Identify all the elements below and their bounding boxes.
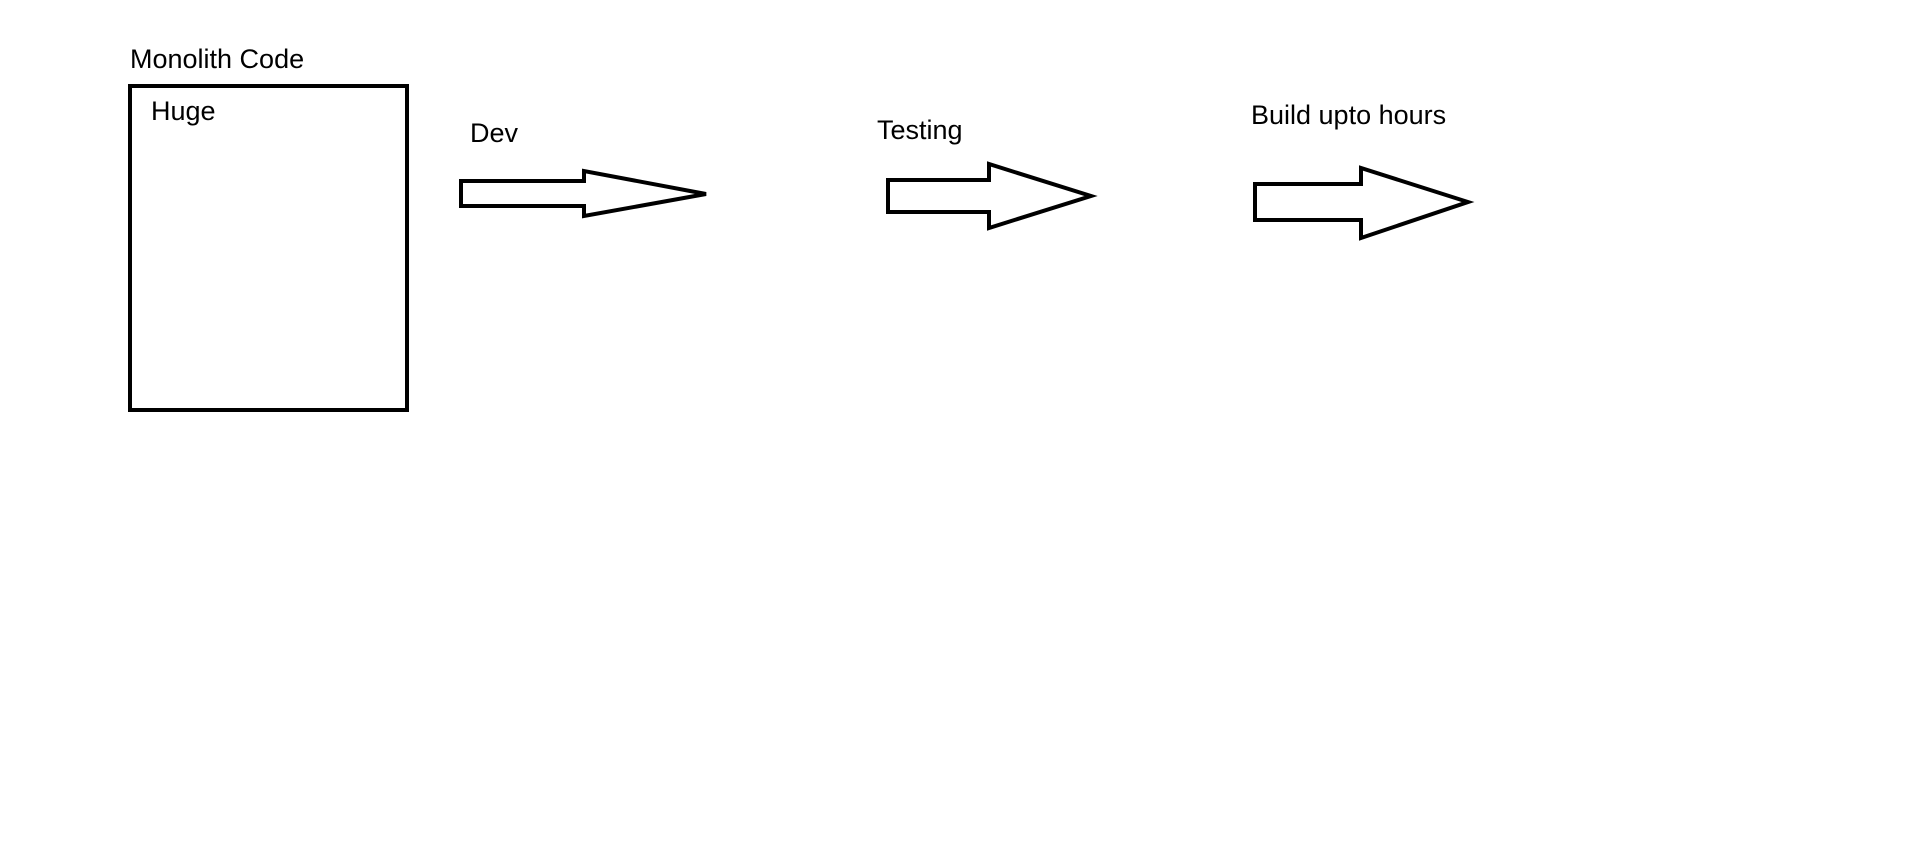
- arrow-build: [1253, 165, 1475, 241]
- arrow-testing: [886, 161, 1098, 231]
- step-label-build: Build upto hours: [1251, 100, 1447, 130]
- arrow-dev: [459, 168, 707, 219]
- monolith-title: Monolith Code: [130, 44, 305, 74]
- monolith-inner-label: Huge: [151, 96, 216, 126]
- step-label-dev: Dev: [470, 118, 519, 148]
- step-label-testing: Testing: [877, 115, 963, 145]
- monolith-box: [128, 84, 409, 412]
